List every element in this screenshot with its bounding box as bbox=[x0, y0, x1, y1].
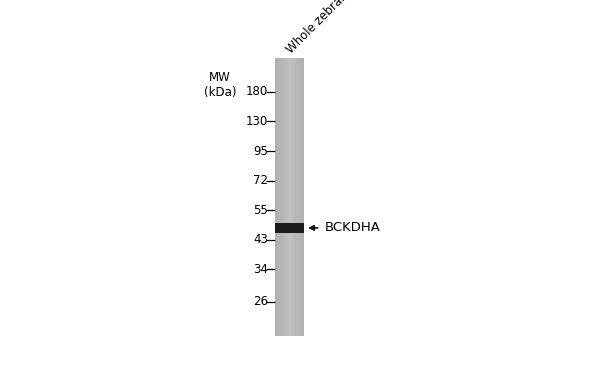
Bar bbox=[275, 232, 304, 233]
Bar bbox=[283, 58, 284, 336]
Bar bbox=[282, 58, 283, 336]
Bar bbox=[303, 58, 304, 336]
Bar bbox=[275, 225, 304, 226]
Bar bbox=[275, 58, 276, 336]
Bar bbox=[277, 58, 278, 336]
Bar bbox=[275, 227, 304, 228]
Text: 34: 34 bbox=[253, 263, 268, 276]
Bar bbox=[275, 224, 304, 225]
Text: 26: 26 bbox=[253, 295, 268, 308]
Bar bbox=[286, 58, 288, 336]
Bar bbox=[275, 223, 304, 224]
Bar bbox=[288, 58, 290, 336]
Bar bbox=[275, 223, 304, 233]
Bar bbox=[291, 58, 293, 336]
Text: Whole zebrafish: Whole zebrafish bbox=[284, 0, 360, 56]
Text: MW
(kDa): MW (kDa) bbox=[204, 71, 237, 99]
Bar bbox=[275, 223, 304, 225]
Bar bbox=[284, 58, 285, 336]
Bar bbox=[276, 58, 277, 336]
Text: 130: 130 bbox=[246, 115, 268, 128]
Bar bbox=[297, 58, 298, 336]
Bar bbox=[278, 58, 279, 336]
Bar bbox=[285, 58, 286, 336]
Bar bbox=[275, 58, 304, 336]
Bar bbox=[275, 231, 304, 232]
Bar bbox=[290, 58, 291, 336]
Bar bbox=[301, 58, 302, 336]
Bar bbox=[275, 230, 304, 232]
Bar bbox=[281, 58, 282, 336]
Bar bbox=[275, 225, 304, 227]
Bar bbox=[275, 227, 304, 228]
Bar bbox=[275, 229, 304, 230]
Bar bbox=[275, 226, 304, 227]
Text: 72: 72 bbox=[253, 174, 268, 187]
Bar bbox=[300, 58, 301, 336]
Bar bbox=[295, 58, 296, 336]
Bar bbox=[275, 228, 304, 229]
Text: 95: 95 bbox=[253, 144, 268, 157]
Bar bbox=[275, 228, 304, 229]
Bar bbox=[294, 58, 295, 336]
Text: 180: 180 bbox=[246, 85, 268, 98]
Bar bbox=[298, 58, 299, 336]
Bar bbox=[275, 230, 304, 231]
Text: 43: 43 bbox=[253, 233, 268, 246]
Bar bbox=[279, 58, 280, 336]
Text: BCKDHA: BCKDHA bbox=[324, 222, 380, 234]
Bar bbox=[275, 229, 304, 230]
Bar bbox=[280, 58, 281, 336]
Bar bbox=[299, 58, 300, 336]
Bar bbox=[296, 58, 297, 336]
Text: 55: 55 bbox=[253, 204, 268, 217]
Bar bbox=[293, 58, 294, 336]
Bar bbox=[302, 58, 303, 336]
